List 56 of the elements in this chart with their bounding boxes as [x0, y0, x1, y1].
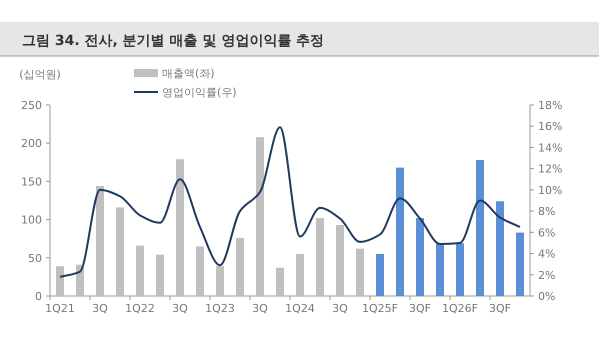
x-tick-label: 1Q25F: [362, 302, 398, 315]
x-tick-label: 3Q: [172, 302, 188, 315]
x-tick-label: 3QF: [489, 302, 511, 315]
bar: [496, 201, 504, 296]
bar: [356, 248, 364, 296]
x-tick-label: 3Q: [92, 302, 108, 315]
bar: [476, 160, 484, 296]
bar: [216, 266, 224, 296]
y2-tick-label: 16%: [538, 120, 562, 134]
y2-tick-label: 18%: [538, 99, 562, 112]
bar: [516, 232, 524, 296]
bar: [196, 246, 204, 296]
chart-title: 그림 34. 전사, 분기별 매출 및 영업이익률 추정: [22, 33, 324, 49]
y-tick-label: 150: [21, 175, 42, 188]
y2-tick-label: 12%: [538, 162, 562, 176]
x-tick-label: 1Q24: [285, 302, 315, 315]
bar: [136, 246, 144, 296]
y-tick-label: 250: [21, 99, 42, 112]
legend-label: 매출액(좌): [162, 67, 215, 80]
bar: [56, 266, 64, 296]
x-tick-label: 3Q: [332, 302, 348, 315]
y-tick-label: 50: [28, 252, 42, 265]
bar: [176, 159, 184, 296]
bar: [376, 254, 384, 296]
x-tick-label: 1Q26F: [442, 302, 478, 315]
bar: [256, 137, 264, 296]
bar: [336, 224, 344, 296]
bar: [236, 238, 244, 296]
bar: [76, 264, 84, 296]
bar: [276, 268, 284, 296]
x-tick-label: 1Q22: [125, 302, 155, 315]
y2-tick-label: 2%: [538, 268, 556, 282]
y2-tick-label: 6%: [538, 226, 556, 240]
x-tick-label: 1Q23: [205, 302, 235, 315]
y2-tick-label: 4%: [538, 248, 556, 261]
y-tick-label: 100: [21, 214, 42, 227]
legend-label: 영업이익률(우): [162, 86, 237, 99]
x-tick-label: 1Q21: [45, 302, 75, 315]
bar: [156, 254, 164, 296]
bar: [396, 168, 404, 296]
y2-tick-label: 8%: [538, 205, 556, 218]
bar: [416, 218, 424, 296]
y-axis-title: (십억원): [19, 68, 61, 81]
y-tick-label: 0: [35, 290, 42, 303]
y2-tick-label: 0%: [538, 290, 556, 303]
bar: [456, 243, 464, 296]
bar: [96, 186, 104, 296]
bar: [316, 218, 324, 296]
y2-tick-label: 14%: [538, 141, 562, 154]
x-tick-label: 3Q: [252, 302, 268, 315]
x-tick-label: 3QF: [409, 302, 431, 315]
bar: [436, 243, 444, 296]
y2-tick-label: 10%: [538, 184, 562, 197]
bar: [116, 207, 124, 296]
y-tick-label: 200: [21, 137, 42, 150]
bar: [296, 254, 304, 296]
